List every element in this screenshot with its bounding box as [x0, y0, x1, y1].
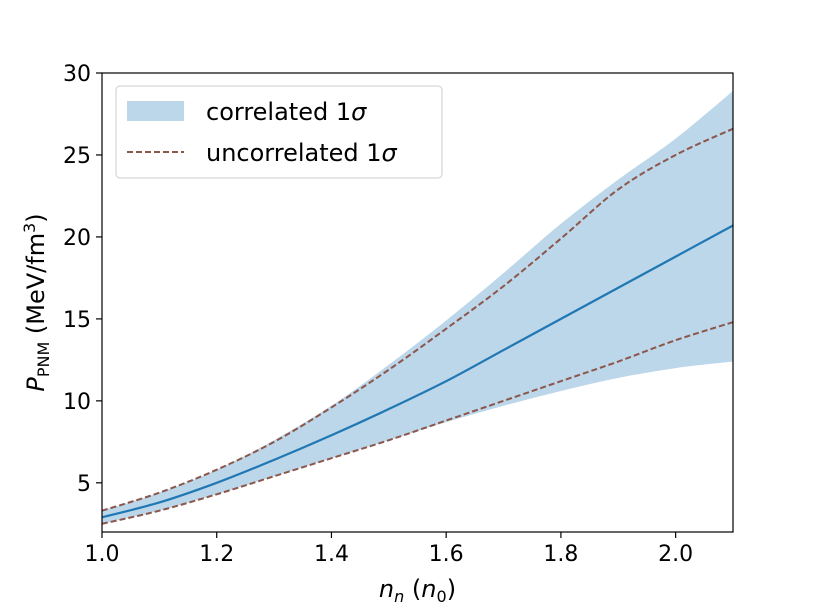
mean-line: [102, 224, 733, 519]
legend-box: [115, 85, 443, 179]
x-axis-label-close: ): [447, 575, 456, 603]
tick-marks: 1.0 1.2 1.4 1.6 1.8 2.0 5 10 15 20 25 30: [63, 62, 693, 567]
x-tick-label: 1.2: [199, 542, 234, 567]
y-tick-label: 25: [63, 144, 91, 169]
y-tick-label: 5: [77, 472, 91, 497]
y-axis-label-main-sub: PNM: [34, 342, 53, 377]
y-tick-label: 20: [63, 226, 91, 251]
legend: correlated 1σ uncorrelated 1σ: [115, 85, 443, 179]
plot-area: [102, 91, 733, 525]
x-axis-label-main-sub: n: [394, 587, 404, 606]
x-axis-label-unit: n: [421, 575, 436, 603]
x-tick-label: 2.0: [658, 542, 693, 567]
y-axis-label: PPNM (MeV/fm3): [20, 213, 53, 391]
correlated-band: [102, 91, 733, 524]
legend-label-uncorrelated: uncorrelated 1σ: [206, 139, 398, 167]
x-axis-label-main: n: [379, 575, 394, 603]
x-axis-label: nn (n0): [379, 575, 456, 606]
x-tick-label: 1.8: [543, 542, 578, 567]
x-tick-label: 1.4: [314, 542, 349, 567]
y-tick-label: 10: [63, 390, 91, 415]
legend-label-correlated: correlated 1σ: [206, 98, 367, 126]
x-tick-label: 1.6: [429, 542, 464, 567]
legend-swatch-correlated: [127, 101, 184, 121]
y-axis-label-main: P: [22, 377, 50, 392]
uncorrelated-upper-line: [102, 127, 733, 512]
axes-frame: [101, 72, 734, 533]
x-axis-label-unit-sub: 0: [437, 587, 447, 606]
uncorrelated-lower-line: [102, 321, 733, 525]
y-tick-label: 30: [63, 62, 91, 87]
y-axis-label-unit: (MeV/fm: [22, 233, 50, 342]
x-tick-label: 1.0: [85, 542, 120, 567]
y-axis-label-close: ): [22, 213, 50, 222]
y-tick-label: 15: [63, 308, 91, 333]
y-axis-label-unit-sup: 3: [20, 223, 39, 233]
x-axis-label-open: (: [404, 575, 421, 603]
